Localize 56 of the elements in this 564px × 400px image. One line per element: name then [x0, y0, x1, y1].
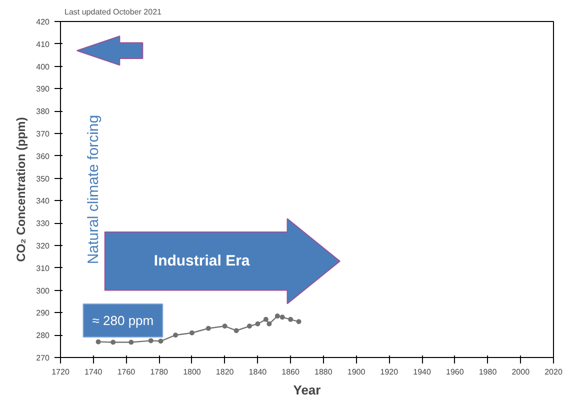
x-tick-label: 1720 [52, 368, 70, 376]
y-tick-label: 330 [36, 219, 50, 228]
point [96, 339, 101, 344]
point [246, 324, 252, 329]
x-tick-label: 1820 [216, 368, 234, 376]
point [206, 326, 211, 331]
y-tick-label: 400 [36, 62, 50, 72]
x-tick-label: 1840 [248, 368, 268, 376]
y-tick-label: 280 [36, 331, 50, 340]
y-tick-label: 270 [36, 354, 50, 362]
x-tick-label: 1760 [117, 368, 136, 376]
y-tick-label: 310 [36, 264, 50, 273]
x-axis-title: Year [293, 382, 321, 398]
y-axis-title: CO₂ Concentration (ppm) [14, 117, 28, 262]
point [189, 330, 194, 336]
y-tick-label: 370 [36, 130, 50, 138]
point [280, 314, 285, 320]
y-tick-label: 380 [36, 107, 50, 116]
point [173, 332, 178, 338]
point [255, 321, 260, 326]
x-tick-label: 1880 [314, 368, 333, 376]
x-tick-label: 1780 [150, 368, 169, 376]
x-tick-label: 1800 [183, 368, 202, 376]
y-tick-label: 340 [36, 196, 50, 206]
point [158, 338, 164, 344]
annotation: Industrial Era [154, 252, 250, 270]
x-tick-label: 1860 [282, 368, 300, 376]
x-tick-label: 1900 [347, 368, 366, 376]
point [274, 314, 280, 319]
y-tick-label: 360 [36, 152, 50, 161]
annotation: Natural climate forcing [84, 114, 102, 264]
y-tick-label: 350 [36, 174, 50, 184]
point [263, 316, 268, 322]
point [128, 340, 134, 345]
y-tick-label: 300 [36, 286, 50, 296]
text: Last updated October 2021 [64, 8, 162, 16]
point [296, 319, 302, 324]
x-tick-label: 1960 [446, 368, 464, 376]
y-tick-label: 410 [36, 40, 50, 49]
y-tick-label: 290 [36, 308, 50, 318]
y-tick-label: 420 [36, 18, 50, 26]
point [110, 340, 116, 345]
point [234, 328, 239, 334]
y-tick-label: 320 [36, 242, 50, 250]
x-tick-label: 2000 [512, 368, 530, 376]
x-tick-label: 1980 [478, 368, 498, 376]
point [266, 321, 272, 326]
x-tick-label: 2020 [544, 368, 563, 376]
annotation: ≈ 280 ppm [92, 313, 154, 328]
point [222, 324, 228, 329]
x-tick-label: 1740 [84, 368, 103, 376]
x-tick-label: 1920 [380, 368, 399, 376]
y-tick-label: 390 [36, 84, 50, 94]
point [148, 338, 154, 344]
point [288, 316, 294, 322]
x-tick-label: 1940 [413, 368, 432, 376]
